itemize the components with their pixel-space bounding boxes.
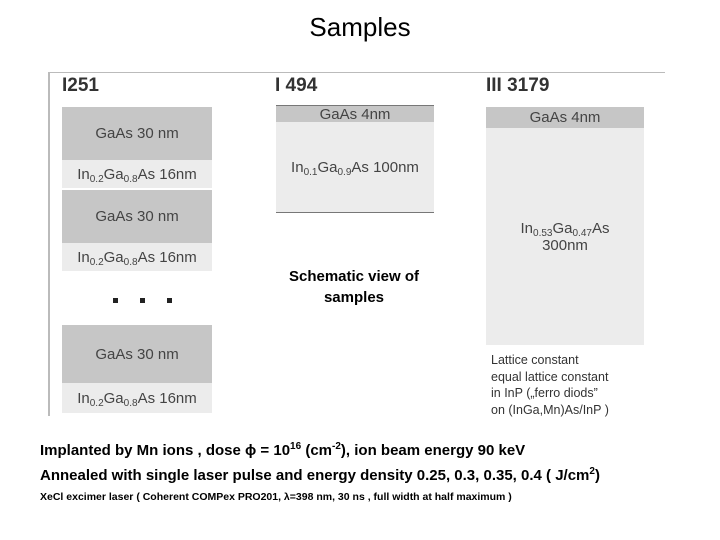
layer-label-line: In0.53Ga0.47As — [520, 219, 610, 239]
text-run: Ga — [103, 389, 124, 407]
layer-label-line: GaAs 30 nm — [95, 346, 178, 363]
supscript: 16 — [290, 441, 302, 452]
supscript: -2 — [332, 441, 341, 452]
text-run: XeCl excimer laser ( Coherent COMPex PRO… — [40, 491, 512, 503]
layer-label-line: GaAs 4nm — [530, 109, 601, 126]
text-run: As 16nm — [137, 248, 197, 266]
subscript: 0.9 — [337, 166, 352, 178]
note-line: in InP („ferro diods” — [491, 386, 598, 400]
description-line: Annealed with single laser pulse and ene… — [40, 466, 600, 485]
layer: In0.2Ga0.8As 16nm — [62, 160, 212, 188]
text-run: Annealed with single laser pulse and ene… — [40, 467, 590, 484]
layer: In0.53Ga0.47As 300nm — [486, 128, 644, 345]
text-run: Ga — [552, 219, 573, 237]
text-run: ), ion beam energy 90 keV — [340, 442, 526, 459]
sample-name: I 494 — [275, 75, 318, 96]
text-run: Ga — [317, 158, 338, 176]
text-run: As — [591, 219, 610, 237]
description-line: Implanted by Mn ions , dose ϕ = 1016 (cm… — [40, 441, 526, 460]
note-line: equal lattice constant — [491, 369, 609, 384]
text-run: GaAs 4nm — [319, 105, 391, 123]
text-run: 300nm — [542, 236, 588, 254]
note: Lattice constant equal lattice constant … — [491, 352, 609, 418]
text-run: Ga — [103, 165, 124, 183]
layer-label-line: GaAs 30 nm — [95, 208, 178, 225]
subscript: 0.8 — [123, 256, 138, 268]
layer-label-line: GaAs 30 nm — [95, 125, 178, 142]
layer: In0.1Ga0.9As 100nm — [276, 122, 434, 213]
text-run: In — [291, 158, 304, 176]
subscript: 0.53 — [533, 227, 553, 239]
layer-label-line: In0.2Ga0.8As 16nm — [77, 165, 197, 185]
schematic-frame — [48, 72, 665, 416]
layer: GaAs 30 nm — [62, 325, 212, 383]
supscript: 2 — [589, 466, 595, 477]
text-run: In — [520, 219, 534, 237]
text-run: As 16nm — [137, 389, 197, 407]
layer-label-line: In0.2Ga0.8As 16nm — [77, 248, 197, 268]
slide-title: Samples — [309, 12, 411, 42]
subscript: 0.2 — [89, 397, 104, 409]
layer-label-line: GaAs 4nm — [320, 106, 391, 123]
ellipsis-dot — [113, 298, 118, 303]
text-run: GaAs 30 nm — [95, 345, 179, 363]
text-run: Implanted by Mn ions , dose ϕ = 10 — [40, 442, 291, 459]
ellipsis-dot — [167, 298, 172, 303]
subscript: 0.8 — [123, 397, 138, 409]
caption: Schematic view of samples — [270, 266, 438, 312]
layer: In0.2Ga0.8As 16nm — [62, 243, 212, 271]
text-run: In — [77, 389, 90, 407]
text-run: In — [77, 248, 90, 266]
text-run: GaAs 30 nm — [95, 125, 179, 142]
text-run: GaAs 30 nm — [95, 208, 179, 225]
layer-label-line: In0.1Ga0.9As 100nm — [291, 158, 419, 178]
sample-name: I251 — [62, 75, 99, 96]
layer: GaAs 4nm — [486, 107, 644, 128]
text-run: In — [77, 165, 90, 183]
subscript: 0.1 — [303, 166, 318, 178]
subscript: 0.2 — [89, 256, 104, 268]
note-line: on (InGa,Mn)As/InP ) — [491, 402, 609, 417]
note-line: Lattice constant — [491, 353, 579, 367]
sample-name: III 3179 — [486, 75, 550, 96]
text-run: Ga — [103, 248, 124, 266]
caption-line: samples — [323, 289, 385, 306]
subscript: 0.8 — [123, 173, 138, 185]
layer: GaAs 4nm — [276, 105, 434, 123]
subscript: 0.47 — [572, 227, 592, 239]
text-run: (cm — [301, 442, 333, 459]
layer-label-line: 300nm — [542, 237, 588, 254]
caption-line: Schematic view of — [288, 268, 420, 285]
layer: In0.2Ga0.8As 16nm — [62, 383, 212, 413]
subscript: 0.2 — [89, 173, 104, 185]
text-run: GaAs 4nm — [529, 109, 601, 126]
layer-label-line: In0.2Ga0.8As 16nm — [77, 389, 197, 409]
ellipsis-dot — [140, 298, 145, 303]
text-run: As 100nm — [351, 158, 419, 176]
description-line: XeCl excimer laser ( Coherent COMPex PRO… — [40, 491, 512, 503]
layer: GaAs 30 nm — [62, 190, 212, 243]
text-run: ) — [594, 467, 600, 484]
text-run: As 16nm — [137, 165, 197, 183]
layer: GaAs 30 nm — [62, 107, 212, 160]
